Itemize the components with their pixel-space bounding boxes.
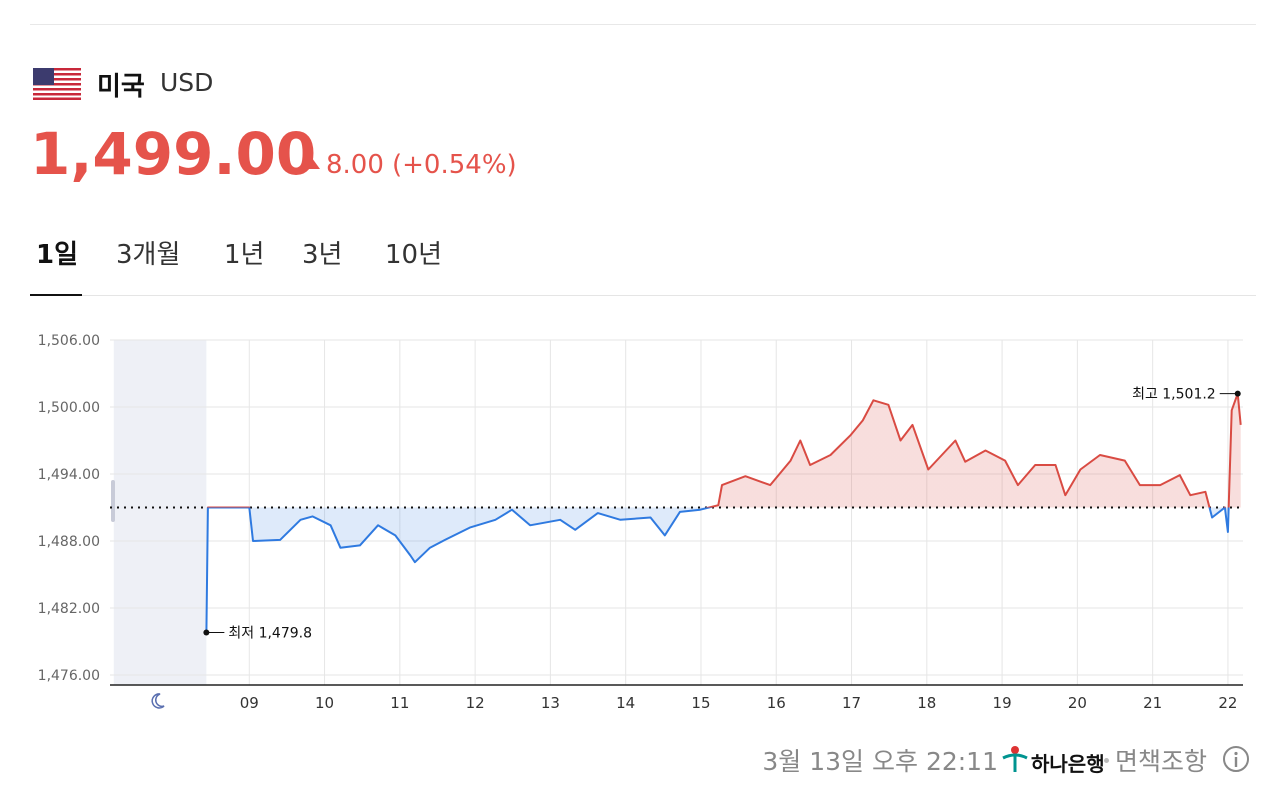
x-tick-label: 17 [842,694,861,712]
y-tick-label: 1,500.00 [38,400,100,416]
y-tick-label: 1,494.00 [38,467,100,483]
x-tick-label: 12 [466,694,485,712]
x-tick-label: 11 [390,694,409,712]
y-tick-label: 1,476.00 [38,668,100,684]
annotation: 최저 1,479.8 [228,626,312,642]
top-divider [30,24,1256,25]
x-tick-label: 13 [541,694,560,712]
area [206,393,1241,633]
tab-divider [30,295,1256,296]
tab-underline [30,294,82,296]
tab[interactable]: 1년 [224,240,265,270]
x-tick-label: 16 [767,694,786,712]
bank-name: 하나은행 [1031,752,1105,776]
separator [1104,758,1109,763]
currency: USD [160,68,214,97]
country: 미국 [97,72,145,102]
price: 1,499.00 [30,120,317,188]
y-tick-label: 1,482.00 [38,601,100,617]
tab[interactable]: 3개월 [116,240,181,270]
x-tick-label: 22 [1218,694,1237,712]
x-tick-label: 15 [691,694,710,712]
tab[interactable]: 1일 [36,240,79,270]
y-tick-label: 1,488.00 [38,534,100,550]
timestamp: 3월 13일 오후 22:11 [762,747,998,776]
x-tick-label: 19 [993,694,1012,712]
annotation-dot [203,629,210,636]
change-pct: (+0.54%) [392,150,517,180]
bank-logo [1002,746,1028,772]
moon-icon [151,693,165,709]
disclaimer[interactable]: 면책조항 [1115,747,1208,776]
x-tick-label: 14 [616,694,635,712]
night-shade [113,340,207,685]
x-tick-label: 09 [240,694,259,712]
up-arrow [304,158,320,169]
tab[interactable]: 3년 [302,240,343,270]
info-icon[interactable] [1222,745,1250,773]
line [205,392,1242,633]
scroll-handle [111,480,115,522]
tab[interactable]: 10년 [385,240,443,270]
x-tick-label: 18 [917,694,936,712]
annotation-dot [1234,390,1241,397]
annotation: 최고 1,501.2 [1132,387,1216,403]
flag [33,68,81,100]
change: 8.00 [326,150,384,180]
y-tick-label: 1,506.00 [38,333,100,349]
x-tick-label: 10 [315,694,334,712]
x-tick-label: 20 [1068,694,1087,712]
x-tick-label: 21 [1143,694,1162,712]
